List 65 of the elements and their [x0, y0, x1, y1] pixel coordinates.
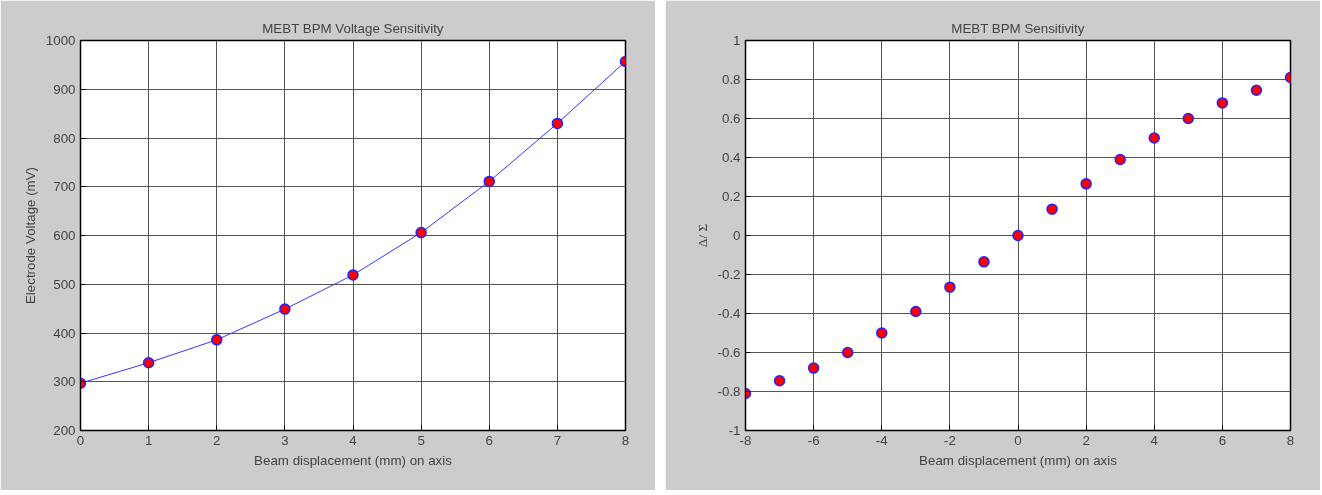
- x-tick-label: 2: [1082, 432, 1090, 448]
- y-axis-title: Electrode Voltage (mV): [22, 166, 38, 305]
- y-tick-label: 1: [733, 33, 741, 48]
- y-tick-label: 0: [733, 228, 741, 243]
- point: [1046, 203, 1058, 215]
- y-tick-label: 300: [53, 374, 76, 390]
- y-tick-label: 600: [53, 228, 76, 243]
- point: [1012, 229, 1024, 242]
- x-axis-title: Beam displacement (mm) on axis: [254, 452, 453, 468]
- x-tick-label: -8: [739, 432, 752, 448]
- x-tick-label: 6: [1218, 432, 1227, 448]
- y-tick-label: 0.2: [721, 189, 741, 204]
- y-tick-label: 500: [53, 276, 76, 292]
- y-tick-label: -0.6: [717, 345, 741, 360]
- point: [415, 226, 427, 239]
- x-tick-label: 8: [621, 432, 630, 448]
- x-tick-label: 6: [485, 432, 493, 448]
- x-tick-label: 0: [1014, 432, 1022, 448]
- chart-title: MEBT BPM Voltage Sensitivity: [262, 20, 444, 36]
- x-tick-label: -2: [943, 432, 956, 448]
- point: [279, 303, 291, 315]
- x-tick-label: 8: [1286, 432, 1295, 448]
- point: [876, 327, 888, 339]
- x-axis-title: Beam displacement (mm) on axis: [919, 452, 1118, 468]
- y-tick-label: 0.4: [721, 150, 742, 165]
- point: [551, 117, 564, 130]
- chart-title: MEBT BPM Sensitivity: [951, 20, 1085, 36]
- y-tick-label: 700: [53, 179, 76, 195]
- x-tick-label: 3: [281, 432, 289, 448]
- y-axis-title: Δ/ Σ: [694, 223, 710, 248]
- point: [347, 269, 359, 281]
- point: [841, 346, 854, 359]
- point: [1250, 84, 1263, 96]
- x-tick-label: -6: [807, 432, 820, 448]
- y-tick-label: -0.4: [717, 306, 742, 321]
- point: [1148, 132, 1160, 144]
- y-tick-label: 0.8: [721, 72, 741, 87]
- x-tick-label: -4: [875, 432, 889, 448]
- x-tick-label: 5: [417, 432, 425, 448]
- x-tick-label: 4: [349, 432, 358, 448]
- y-tick-label: -0.2: [717, 267, 741, 282]
- point: [211, 334, 223, 346]
- x-tick-label: 7: [553, 432, 562, 448]
- point: [773, 375, 786, 387]
- point: [978, 256, 990, 268]
- point: [1216, 97, 1229, 109]
- x-tick-label: 4: [1150, 432, 1159, 448]
- point: [910, 305, 922, 318]
- x-tick-label: 1: [144, 432, 153, 448]
- point: [142, 357, 155, 369]
- point: [1182, 112, 1195, 125]
- x-tick-label: 2: [213, 432, 221, 448]
- point: [944, 281, 956, 293]
- point: [807, 362, 820, 374]
- y-tick-label: 800: [53, 130, 76, 146]
- y-tick-label: 200: [53, 423, 76, 438]
- y-tick-label: 0.6: [721, 111, 741, 126]
- point: [483, 175, 495, 188]
- y-tick-label: 900: [53, 81, 76, 97]
- y-tick-label: -0.8: [717, 384, 741, 399]
- point: [1080, 178, 1092, 190]
- point: [1114, 153, 1126, 166]
- y-tick-label: 400: [53, 325, 76, 341]
- y-tick-label: -1: [728, 423, 741, 438]
- y-tick-label: 1000: [45, 33, 76, 48]
